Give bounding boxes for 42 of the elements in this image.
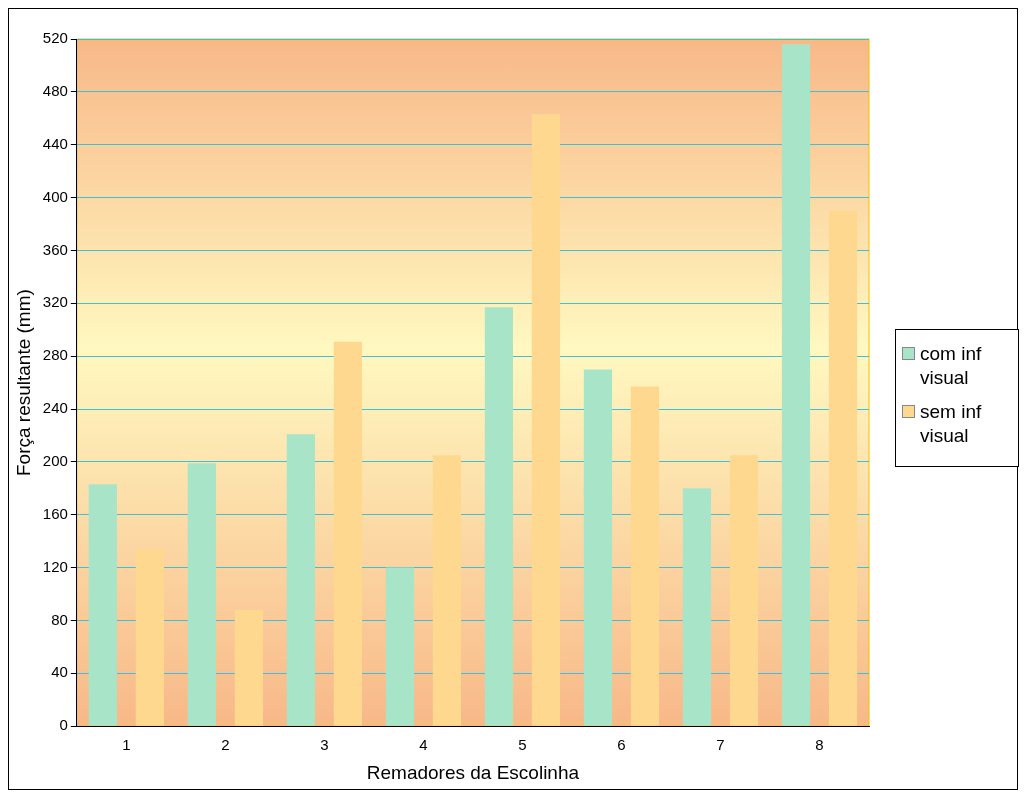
y-tick-label: 400 xyxy=(42,187,68,205)
x-tick-label: 6 xyxy=(617,736,626,754)
x-tick-label: 8 xyxy=(815,736,824,754)
x-tick-label: 7 xyxy=(716,736,725,754)
bar xyxy=(135,549,164,726)
bar xyxy=(583,369,613,726)
y-tick-label: 520 xyxy=(42,29,68,47)
x-tick-label: 2 xyxy=(221,736,230,754)
x-axis-title: Remadores da Escolinha xyxy=(366,761,580,783)
bar xyxy=(88,484,117,726)
y-tick-label: 320 xyxy=(42,293,68,311)
y-tick-label: 440 xyxy=(42,134,68,152)
bar xyxy=(333,341,363,726)
bar xyxy=(286,434,315,726)
y-axis-title: Força resultante (mm) xyxy=(12,289,34,477)
y-tick-label: 40 xyxy=(51,663,68,681)
bar xyxy=(729,455,759,726)
bar xyxy=(531,114,561,726)
y-tick-label: 480 xyxy=(42,82,68,99)
bar xyxy=(432,455,462,726)
bar xyxy=(630,386,660,726)
y-tick-label: 80 xyxy=(51,610,68,628)
x-tick-label: 3 xyxy=(320,736,329,754)
bar xyxy=(187,463,216,726)
bar xyxy=(385,567,414,726)
x-tick-label: 1 xyxy=(122,736,131,754)
y-tick-label: 160 xyxy=(42,504,68,522)
bar xyxy=(781,44,811,726)
y-tick-label: 120 xyxy=(42,557,68,575)
bar xyxy=(484,307,514,726)
text: sem inf visual xyxy=(920,400,983,448)
x-tick-label: 5 xyxy=(518,736,527,754)
bar xyxy=(828,210,858,726)
y-tick-label: 360 xyxy=(42,240,68,258)
legend-label: com inf visual xyxy=(920,342,983,390)
x-tick-label: 4 xyxy=(419,736,428,754)
bar xyxy=(682,488,712,726)
y-tick-label: 0 xyxy=(59,716,68,734)
y-tick-label: 240 xyxy=(42,399,68,417)
bar xyxy=(234,609,263,726)
y-tick-label: 200 xyxy=(42,452,68,470)
y-tick-label: 280 xyxy=(42,346,68,364)
